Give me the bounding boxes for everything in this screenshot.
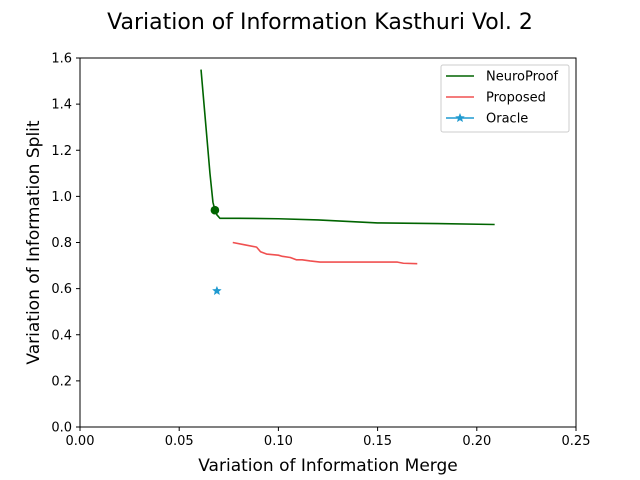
oracle-point [211, 285, 222, 296]
highlight-point [210, 205, 220, 215]
x-tick-label: 0.25 [562, 434, 591, 449]
y-tick-label: 1.6 [51, 52, 72, 67]
legend-marker-oracle [455, 112, 465, 123]
y-tick-label: 1.2 [51, 144, 72, 159]
plot-area [200, 69, 495, 296]
x-axis-ticks: 0.00 0.05 0.10 0.15 0.20 0.25 [66, 427, 591, 449]
y-tick-label: 1.0 [51, 190, 72, 205]
legend-box [440, 64, 570, 133]
y-tick-label: 1.4 [51, 98, 72, 113]
y-tick-label: 0.8 [51, 236, 72, 251]
legend: NeuroProof Proposed Oracle [440, 64, 570, 133]
x-tick-label: 0.00 [66, 434, 95, 449]
y-tick-label: 0.2 [51, 374, 72, 389]
y-tick-label: 0.4 [51, 328, 72, 343]
y-axis-label: Variation of Information Split [24, 120, 44, 364]
x-tick-label: 0.20 [462, 434, 491, 449]
proposed-line [232, 241, 418, 265]
x-tick-label: 0.15 [363, 434, 392, 449]
x-axis-label: Variation of Information Merge [198, 456, 458, 476]
x-tick-label: 0.10 [264, 434, 293, 449]
legend-label-oracle: Oracle [486, 112, 528, 127]
y-axis-ticks: 0.0 0.2 0.4 0.6 0.8 1.0 1.2 1.4 1.6 [51, 52, 80, 436]
y-tick-label: 0.6 [51, 282, 72, 297]
y-tick-label: 0.0 [51, 421, 72, 436]
legend-label-proposed: Proposed [486, 91, 546, 106]
chart-title: Variation of Information Kasthuri Vol. 2 [107, 10, 533, 35]
neuroproof-line [200, 69, 495, 226]
legend-label-neuroproof: NeuroProof [486, 70, 559, 85]
x-tick-label: 0.05 [165, 434, 194, 449]
